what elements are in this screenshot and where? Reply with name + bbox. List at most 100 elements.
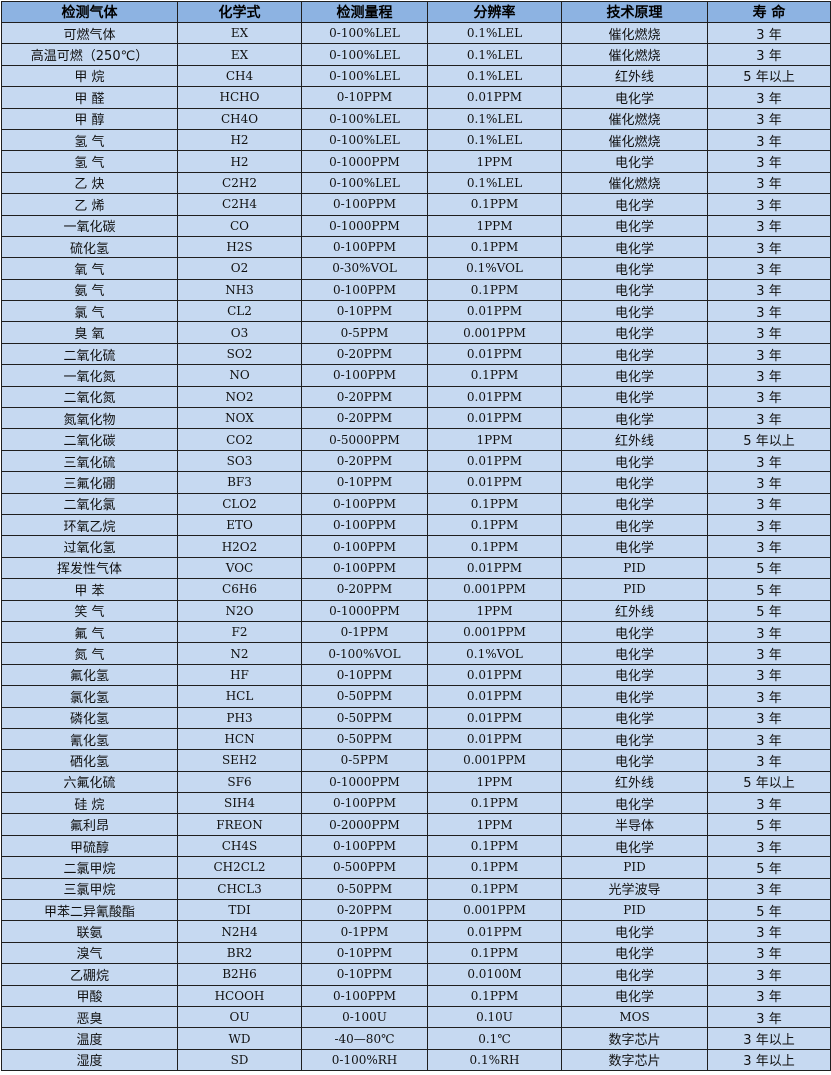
cell-formula: N2O	[177, 599, 302, 622]
cell-gas: 硒化氢	[1, 749, 178, 772]
cell-resolution: 1PPM	[427, 770, 562, 794]
cell-lifetime: 3 年	[707, 300, 831, 323]
cell-lifetime: 3 年	[707, 834, 831, 858]
table-row: 氢 气 H2 0-1000PPM 1PPM 电化学 3 年	[1, 150, 831, 173]
cell-resolution: 0.001PPM	[427, 749, 562, 772]
cell-formula: EX	[177, 43, 302, 66]
cell-lifetime: 3 年	[707, 171, 831, 195]
cell-lifetime: 3 年	[707, 535, 831, 558]
cell-formula: HCN	[177, 727, 302, 751]
cell-range: 0-100%LEL	[301, 171, 428, 195]
cell-gas: 一氧化碳	[1, 214, 178, 237]
cell-range: 0-100PPM	[301, 792, 428, 815]
cell-formula: OU	[177, 1005, 302, 1029]
table-row: 恶臭 OU 0-100U 0.10U MOS 3 年	[1, 1005, 831, 1029]
cell-resolution: 0.1PPM	[427, 513, 562, 537]
cell-principle: 催化燃烧	[561, 128, 708, 152]
table-row: 六氟化硫 SF6 0-1000PPM 1PPM 红外线 5 年以上	[1, 770, 831, 794]
cell-formula: N2H4	[177, 920, 302, 943]
cell-formula: NO	[177, 364, 302, 387]
cell-range: 0-10PPM	[301, 300, 428, 323]
cell-resolution: 0.1%LEL	[427, 43, 562, 66]
table-row: 一氧化碳 CO 0-1000PPM 1PPM 电化学 3 年	[1, 214, 831, 237]
cell-principle: 电化学	[561, 941, 708, 965]
cell-principle: 电化学	[561, 834, 708, 858]
table-row: 甲硫醇 CH4S 0-100PPM 0.1PPM 电化学 3 年	[1, 834, 831, 858]
cell-principle: PID	[561, 556, 708, 580]
cell-range: 0-5PPM	[301, 321, 428, 344]
cell-principle: 电化学	[561, 278, 708, 302]
cell-gas: 一氧化氮	[1, 364, 178, 387]
table-row: 高温可燃（250℃） EX 0-100%LEL 0.1%LEL 催化燃烧 3 年	[1, 43, 831, 66]
cell-formula: BR2	[177, 941, 302, 965]
cell-principle: 红外线	[561, 64, 708, 88]
cell-range: 0-1000PPM	[301, 599, 428, 622]
cell-resolution: 0.01PPM	[427, 706, 562, 729]
cell-gas: 三氧化硫	[1, 449, 178, 473]
cell-principle: 电化学	[561, 706, 708, 729]
cell-gas: 氟化氢	[1, 663, 178, 687]
cell-gas: 乙 炔	[1, 171, 178, 195]
cell-principle: 电化学	[561, 620, 708, 644]
cell-principle: 电化学	[561, 86, 708, 109]
table-row: 联氨 N2H4 0-1PPM 0.01PPM 电化学 3 年	[1, 920, 831, 943]
table-row: 乙 炔 C2H2 0-100%LEL 0.1%LEL 催化燃烧 3 年	[1, 171, 831, 195]
cell-resolution: 0.1%LEL	[427, 107, 562, 130]
cell-principle: 电化学	[561, 364, 708, 387]
cell-gas: 六氟化硫	[1, 770, 178, 794]
cell-range: 0-100PPM	[301, 193, 428, 216]
cell-gas: 氢 气	[1, 150, 178, 173]
cell-gas: 环氧乙烷	[1, 513, 178, 537]
cell-gas: 乙 烯	[1, 193, 178, 216]
table-row: 二氯甲烷 CH2CL2 0-500PPM 0.1PPM PID 5 年	[1, 856, 831, 879]
cell-resolution: 0.01PPM	[427, 300, 562, 323]
cell-gas: 磷化氢	[1, 706, 178, 729]
cell-resolution: 0.01PPM	[427, 556, 562, 580]
cell-range: 0-100PPM	[301, 984, 428, 1007]
cell-principle: 电化学	[561, 342, 708, 366]
table-header-row: 检测气体 化学式 检测量程 分辨率 技术原理寿 命	[1, 1, 831, 23]
cell-resolution: 0.1PPM	[427, 492, 562, 515]
table-row: 二氧化氯 CLO2 0-100PPM 0.1PPM 电化学 3 年	[1, 492, 831, 515]
cell-lifetime: 3 年	[707, 513, 831, 537]
cell-range: 0-100%LEL	[301, 43, 428, 66]
cell-range: 0-100PPM	[301, 535, 428, 558]
cell-lifetime: 3 年	[707, 86, 831, 109]
cell-principle: 电化学	[561, 471, 708, 494]
cell-principle: 红外线	[561, 428, 708, 451]
cell-gas: 乙硼烷	[1, 963, 178, 986]
cell-resolution: 0.001PPM	[427, 321, 562, 344]
cell-gas: 氮 气	[1, 642, 178, 665]
cell-lifetime: 5 年	[707, 599, 831, 622]
cell-range: 0-100%VOL	[301, 642, 428, 665]
cell-formula: TDI	[177, 899, 302, 922]
cell-lifetime: 3 年	[707, 278, 831, 302]
table-row: 乙硼烷 B2H6 0-10PPM 0.0100M 电化学 3 年	[1, 963, 831, 986]
table-row: 氧 气 O2 0-30%VOL 0.1%VOL 电化学 3 年	[1, 257, 831, 280]
cell-formula: F2	[177, 620, 302, 644]
cell-principle: 半导体	[561, 813, 708, 836]
table-row: 环氧乙烷 ETO 0-100PPM 0.1PPM 电化学 3 年	[1, 513, 831, 537]
table-row: 氰化氢 HCN 0-50PPM 0.01PPM 电化学 3 年	[1, 727, 831, 751]
cell-gas: 高温可燃（250℃）	[1, 43, 178, 66]
cell-principle: 电化学	[561, 792, 708, 815]
table-row: 甲酸 HCOOH 0-100PPM 0.1PPM 电化学 3 年	[1, 984, 831, 1007]
table-row: 过氧化氢 H2O2 0-100PPM 0.1PPM 电化学 3 年	[1, 535, 831, 558]
cell-range: 0-20PPM	[301, 449, 428, 473]
table-row: 甲 醛 HCHO 0-10PPM 0.01PPM 电化学 3 年	[1, 86, 831, 109]
cell-resolution: 0.1PPM	[427, 941, 562, 965]
cell-formula: PH3	[177, 706, 302, 729]
cell-range: 0-1PPM	[301, 920, 428, 943]
cell-formula: WD	[177, 1027, 302, 1050]
cell-range: 0-100%LEL	[301, 21, 428, 45]
cell-range: 0-1000PPM	[301, 150, 428, 173]
cell-lifetime: 5 年	[707, 556, 831, 580]
cell-principle: 电化学	[561, 257, 708, 280]
cell-range: 0-100U	[301, 1005, 428, 1029]
cell-principle: 电化学	[561, 749, 708, 772]
cell-lifetime: 3 年	[707, 877, 831, 901]
cell-resolution: 0.1%RH	[427, 1048, 562, 1072]
cell-gas: 甲酸	[1, 984, 178, 1007]
cell-principle: 电化学	[561, 449, 708, 473]
cell-gas: 温度	[1, 1027, 178, 1050]
